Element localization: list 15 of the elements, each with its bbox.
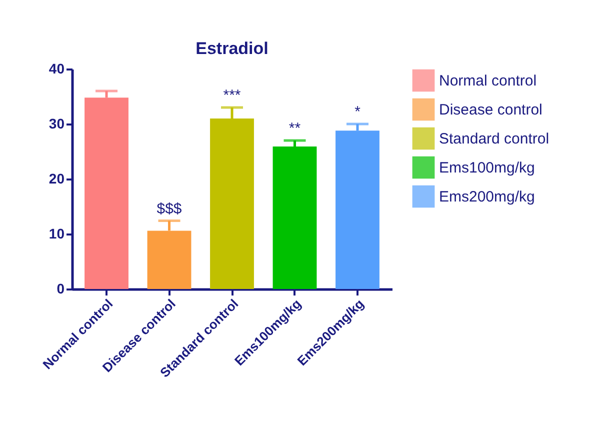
chart-title: Estradiol	[196, 39, 268, 58]
legend-label: Normal control	[439, 72, 537, 90]
legend-label: Ems200mg/kg	[439, 188, 535, 206]
y-tick-label: 10	[48, 226, 65, 242]
y-tick-label: 40	[48, 60, 65, 76]
y-tick-label: 20	[48, 170, 65, 186]
annotation: *	[354, 104, 361, 121]
annotation: **	[288, 120, 301, 138]
legend-label: Ems100mg/kg	[439, 160, 535, 176]
y-tick-label: 0	[56, 280, 65, 296]
legend-label: Standard control	[439, 130, 550, 148]
y-tick-label: 30	[48, 116, 65, 132]
annotation: ***	[223, 87, 241, 104]
legend-label: Disease control	[439, 102, 542, 118]
annotation: $$$	[156, 200, 182, 218]
